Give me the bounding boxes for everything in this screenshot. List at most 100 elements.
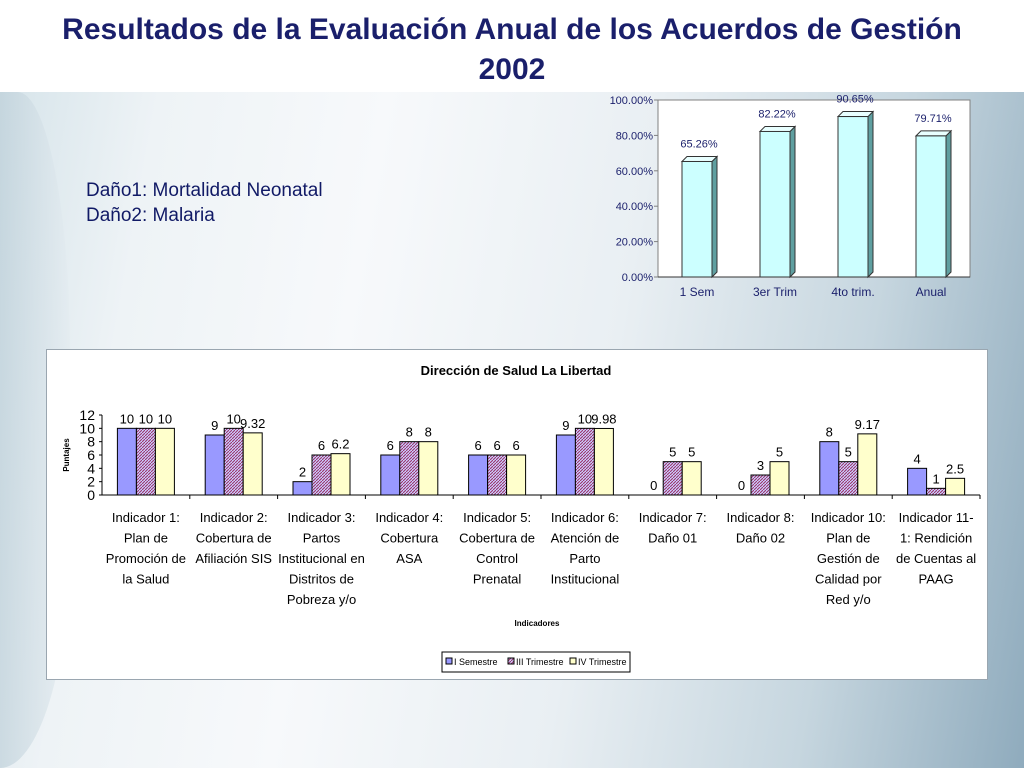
chart1-ytick-label: 40.00% <box>616 201 654 213</box>
chart2-bar-iv-trimestre <box>681 461 702 496</box>
chart2-ytick-label: 4 <box>87 460 95 476</box>
chart1-value-label: 82.22% <box>758 108 796 120</box>
chart2-category-label: PAAG <box>919 572 954 587</box>
chart2-ytick-label: 6 <box>87 447 95 463</box>
chart2-data-label: 1 <box>932 471 939 486</box>
notes-block: Daño1: Mortalidad Neonatal Daño2: Malari… <box>86 178 323 228</box>
chart2-category-label: Partos <box>303 531 341 546</box>
chart2-category-label: Prenatal <box>473 572 522 587</box>
chart2-bar-i-semestre <box>292 481 313 496</box>
chart1-value-label: 90.65% <box>836 94 874 106</box>
chart1-bar <box>759 130 791 278</box>
chart1-category-label: Anual <box>916 285 947 299</box>
chart2-data-label: 6 <box>318 438 325 453</box>
chart2-data-label: 0 <box>650 478 657 493</box>
chart2-category-label: Cobertura de <box>196 531 272 546</box>
chart2-legend-swatch <box>507 657 515 665</box>
chart1-ytick-label: 60.00% <box>616 166 654 178</box>
chart2-bar-iii-trimestre <box>135 427 156 496</box>
chart2-legend-label: I Semestre <box>454 657 498 667</box>
chart2-bar-i-semestre <box>819 441 840 496</box>
chart2-category-label: Control <box>476 551 518 566</box>
chart2-bar-iii-trimestre <box>487 454 508 496</box>
indicator-bar-chart: Dirección de Salud La LibertadPuntajes02… <box>62 363 981 673</box>
chart2-data-label: 8 <box>826 425 833 440</box>
chart2-category-label: Indicador 1: <box>112 510 180 525</box>
chart2-category-label: Pobreza y/o <box>287 592 356 607</box>
chart2-bar-iii-trimestre <box>223 427 244 496</box>
chart1-bar-side <box>711 155 718 279</box>
chart1-bar-top <box>680 155 719 162</box>
chart2-category-label: Indicador 11- <box>899 510 974 525</box>
chart1-category-label: 1 Sem <box>680 285 715 299</box>
chart2-category-label: Indicador 8: <box>727 510 795 525</box>
chart2-data-label: 3 <box>757 458 764 473</box>
chart2-data-label: 8 <box>406 425 413 440</box>
chart2-bar-i-semestre <box>907 467 928 496</box>
chart2-category-label: Institucional <box>551 572 620 587</box>
chart2-category-label: Cobertura <box>380 531 439 546</box>
chart2-category-label: Daño 02 <box>736 531 785 546</box>
chart2-data-label: 6 <box>512 438 519 453</box>
chart2-ytick-label: 0 <box>87 487 95 503</box>
percent-bar-chart: 0.00% 20.00% 40.00% 60.00% 80.00% 100.00% 65.2… <box>610 94 971 299</box>
chart2-data-label: 0 <box>738 478 745 493</box>
chart2-ytick-label: 10 <box>79 420 95 436</box>
chart2-data-label: 5 <box>776 445 783 460</box>
chart2-bar-iv-trimestre <box>857 433 878 496</box>
chart2-data-label: 10 <box>120 411 134 426</box>
chart1-ytick-label: 100.00% <box>610 95 654 107</box>
chart2-category-label: Indicador 2: <box>200 510 268 525</box>
chart1-bar-top <box>758 125 797 132</box>
chart2-category-label: Red y/o <box>826 592 871 607</box>
chart2-category-label: Gestión de <box>817 551 880 566</box>
chart2-bar-i-semestre <box>380 454 401 496</box>
chart2-legend-label: III Trimestre <box>516 657 564 667</box>
chart2-title: Dirección de Salud La Libertad <box>421 363 612 378</box>
chart1-bar-side <box>789 125 796 279</box>
chart1-value-label: 65.26% <box>680 138 718 150</box>
chart2-data-label: 5 <box>845 445 852 460</box>
chart2-category-label: Plan de <box>124 531 168 546</box>
chart1-bar <box>837 116 869 278</box>
chart2-bar-iii-trimestre <box>311 454 332 496</box>
chart2-data-label: 4 <box>913 451 920 466</box>
chart2-bar-i-semestre <box>116 427 137 496</box>
indicator-chart-frame <box>46 349 988 680</box>
chart2-data-label: 5 <box>688 445 695 460</box>
chart2-bar-i-semestre <box>468 454 489 496</box>
chart2-legend-label: IV Trimestre <box>578 657 627 667</box>
chart2-bar-iv-trimestre <box>945 477 966 496</box>
chart2-data-label: 8 <box>425 425 432 440</box>
chart2-category-label: Afiliación SIS <box>195 551 272 566</box>
chart2-category-label: Daño 01 <box>648 531 697 546</box>
chart1-category-label: 3er Trim <box>753 285 797 299</box>
chart2-data-label: 10 <box>578 411 592 426</box>
chart2-data-label: 2 <box>299 465 306 480</box>
chart2-category-label: Distritos de <box>289 572 354 587</box>
note-dano2: Daño2: Malaria <box>86 205 215 226</box>
chart2-data-label: 9 <box>562 418 569 433</box>
chart1-bar <box>681 160 713 278</box>
note-dano1: Daño1: Mortalidad Neonatal <box>86 180 323 201</box>
chart2-data-label: 6 <box>474 438 481 453</box>
chart1-bar-top <box>836 111 875 118</box>
chart2-bar-iii-trimestre <box>838 461 859 496</box>
chart2-bar-iii-trimestre <box>574 427 595 496</box>
chart2-category-label: Promoción de <box>106 551 186 566</box>
chart1-bar <box>915 135 947 278</box>
chart2-category-label: 1: Rendición <box>900 531 972 546</box>
chart2-data-label: 6.2 <box>331 437 349 452</box>
slide-title: Resultados de la Evaluación Anual de los… <box>62 13 962 86</box>
chart1-bar-side <box>867 110 874 279</box>
chart2-data-label: 9 <box>211 418 218 433</box>
chart1-category-label: 4to trim. <box>831 285 874 299</box>
chart2-category-label: Atención de <box>551 531 620 546</box>
chart1-value-label: 79.71% <box>914 113 952 125</box>
chart2-data-label: 10 <box>158 411 172 426</box>
chart1-ytick-label: 0.00% <box>622 272 653 284</box>
chart2-data-label: 6 <box>493 438 500 453</box>
chart2-data-label: 9.17 <box>855 417 880 432</box>
chart1-bar-side <box>945 129 952 279</box>
chart2-bar-iv-trimestre <box>769 461 790 496</box>
